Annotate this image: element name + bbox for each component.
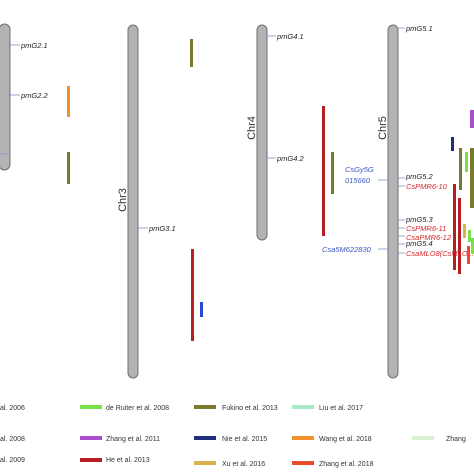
gene-label-CsaPMR6-12: CsaPMR6-12 — [406, 233, 452, 242]
qtl-bar-chr5-olive-a — [459, 148, 462, 190]
qtl-label-pmG4-2: pmG4.2 — [276, 154, 305, 163]
legend-swatch-13 — [292, 461, 314, 465]
qtl-bar-chr5-olive-b — [470, 148, 474, 208]
legend-label-2: de Ruiter et al. 2008 — [106, 405, 169, 412]
gene-label-CsGy5G-line2: 015660 — [345, 176, 371, 185]
qtl-bar-chr3-darkred — [191, 249, 194, 341]
qtl-bar-chr3-blue — [200, 302, 203, 317]
chromosome-3 — [127, 24, 139, 379]
chromosome-2 — [0, 23, 11, 171]
qtl-label-pmG2-2: pmG2.2 — [20, 91, 49, 100]
legend-label-10: al. 2009 — [0, 457, 25, 464]
qtl-bar-chr2-orange — [67, 86, 70, 117]
qtl-bar-chr5-green-b — [468, 230, 471, 242]
qtl-label-pmG5-1: pmG5.1 — [405, 24, 433, 33]
chromosome-5-label: Chr5 — [377, 116, 389, 140]
legend-swatch-2 — [80, 405, 102, 409]
gene-label-CsPMR6-11: CsPMR6-11 — [406, 224, 446, 233]
legend-swatch-6 — [80, 436, 102, 440]
qtl-label-pmG3-1: pmG3.1 — [148, 224, 176, 233]
qtl-bar-chr5-darkred-b — [458, 198, 461, 274]
legend-label-8: Wang et al. 2018 — [319, 436, 372, 443]
legend-swatch-7 — [194, 436, 216, 440]
gene-label-CsPMR6-10: CsPMR6-10 — [406, 182, 448, 191]
qtl-label-pmG5-2: pmG5.2 — [405, 172, 434, 181]
qtl-label-pmG5-4: pmG5.4 — [405, 239, 433, 248]
legend-swatch-3 — [194, 405, 216, 409]
chromosome-3-label: Chr3 — [117, 188, 129, 212]
qtl-bar-chr5-purple — [470, 110, 474, 128]
legend-label-1: al. 2006 — [0, 405, 25, 412]
legend-label-6: Zhang et al. 2011 — [106, 436, 160, 443]
legend-swatch-12 — [194, 461, 216, 465]
legend-label-7: Nie et al. 2015 — [222, 436, 267, 443]
legend-label-3: Fukino et al. 2013 — [222, 405, 278, 412]
qtl-label-pmG2-1: pmG2.1 — [20, 41, 48, 50]
legend-swatch-11 — [80, 458, 102, 462]
chromosome-4-label: Chr4 — [246, 116, 258, 140]
legend-label-5: al. 2008 — [0, 436, 25, 443]
qtl-bar-chr5-redorange — [467, 246, 470, 264]
qtl-bar-chr5-green-a — [465, 152, 468, 172]
chromosome-4 — [256, 24, 268, 241]
qtl-label-pmG5-3: pmG5.3 — [405, 215, 434, 224]
chromosome-5 — [387, 24, 399, 379]
legend-label-13: Zhang et al. 2018 — [319, 461, 374, 468]
qtl-bar-chr4-darkred — [322, 106, 325, 236]
qtl-bar-chr3-olive — [190, 39, 193, 67]
qtl-bar-chr2-olive — [67, 152, 70, 184]
legend-swatch-4 — [292, 405, 314, 409]
legend-label-4: Liu et al. 2017 — [319, 405, 363, 412]
legend-swatch-8 — [292, 436, 314, 440]
gene-label-Csa5M622830: Csa5M622830 — [322, 245, 372, 254]
qtl-bar-chr5-green-c — [471, 238, 474, 254]
gene-label-CsaMLO8: CsaMLO8(CsMLO... — [406, 249, 474, 258]
qtl-bar-chr4-olive — [331, 152, 334, 194]
qtl-bar-chr5-gold — [463, 224, 466, 238]
gene-label-CsGy5G-line1: CsGy5G — [345, 165, 374, 174]
legend-label-12: Xu et al. 2016 — [222, 461, 265, 468]
legend-swatch-9 — [412, 436, 434, 440]
legend-label-9: Zhang — [446, 436, 466, 443]
legend-label-11: He et al. 2013 — [106, 457, 150, 464]
qtl-label-pmG4-1: pmG4.1 — [276, 32, 304, 41]
qtl-bar-chr5-navy — [451, 137, 454, 151]
qtl-bar-chr5-darkred-a — [453, 184, 456, 270]
legend: al. 2006 de Ruiter et al. 2008 Fukino et… — [0, 405, 466, 468]
